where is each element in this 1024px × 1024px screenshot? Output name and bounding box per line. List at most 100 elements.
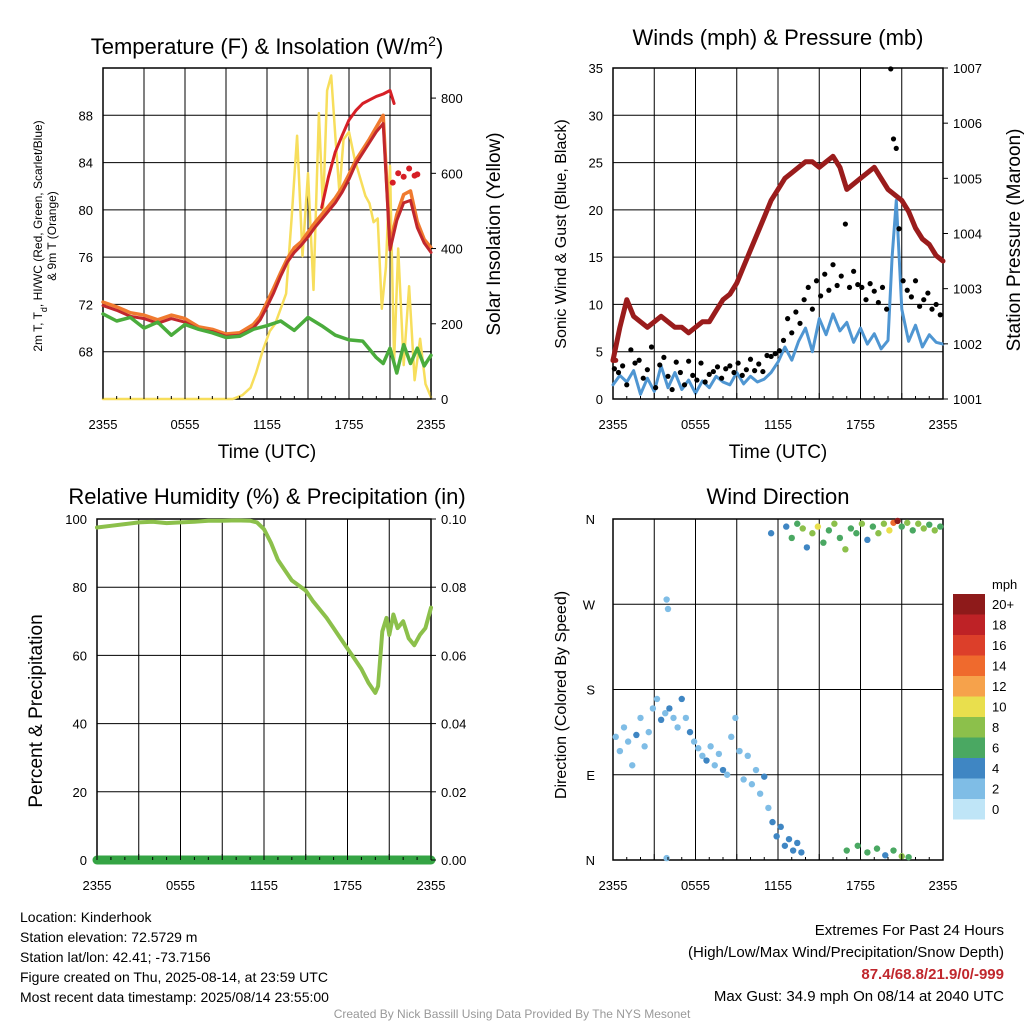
y-tick-label: W (583, 597, 596, 612)
gust-point (780, 337, 787, 343)
temperature-x-label: Time (UTC) (218, 442, 317, 463)
y2-tick-label: 600 (441, 166, 463, 181)
gust-point (714, 364, 721, 370)
x-tick-label: 0555 (681, 417, 710, 432)
gust-point (818, 293, 824, 299)
legend-swatch (953, 696, 985, 717)
legend-label: 14 (992, 659, 1006, 674)
direction-point (653, 695, 661, 703)
gust-point (653, 385, 659, 391)
gust-point (772, 351, 778, 357)
y-tick-label: 30 (589, 108, 603, 123)
humidity-ticks: 2355 0555 1155 1755 2355 0 20 40 60 80 100 0.00 0.02… (65, 512, 466, 893)
legend-swatch (953, 676, 985, 697)
direction-point (798, 849, 805, 856)
station-location: Location: Kinderhook (20, 909, 152, 925)
gust-point (752, 368, 758, 374)
gust-point (747, 356, 754, 362)
direction-point (820, 539, 827, 546)
direction-point (920, 525, 927, 532)
direction-point (748, 781, 756, 788)
x-tick-label: 1755 (846, 417, 875, 432)
gust-point (690, 372, 696, 378)
legend-label: 8 (992, 720, 999, 735)
gust-point (912, 278, 919, 284)
gust-point (702, 379, 708, 385)
direction-point (629, 762, 636, 769)
humidity-y-label: Percent & Precipitation (26, 614, 47, 807)
gust-point (921, 297, 927, 303)
x-tick-label: 0555 (166, 878, 195, 893)
y2-tick-label: 1003 (953, 282, 982, 297)
x-tick-label: 2355 (929, 417, 958, 432)
gust-point (871, 288, 877, 294)
gust-point (698, 360, 704, 366)
direction-point (740, 776, 747, 783)
direction-point (765, 804, 772, 812)
direction-point (769, 818, 776, 826)
gust-point (611, 366, 617, 372)
direction-point (894, 517, 901, 525)
extremes-values: 87.4/68.8/21.9/0/-999 (861, 966, 1004, 983)
gust-point (805, 284, 811, 291)
x-tick-label: 1755 (333, 878, 362, 893)
y2-tick-label: 0.06 (441, 648, 466, 663)
gust-point (925, 290, 931, 296)
y2-tick-label: 0.02 (441, 785, 466, 800)
legend-title: mph (992, 577, 1017, 592)
direction-point (678, 695, 685, 703)
direction-point (915, 520, 922, 527)
direction-point (875, 530, 882, 537)
gust-point (888, 66, 894, 72)
gust-point (797, 320, 803, 326)
temperature-grid (103, 68, 431, 399)
direction-point (814, 523, 822, 530)
y2-tick-label: 1002 (953, 337, 982, 352)
direction-point (886, 527, 893, 534)
direction-point (624, 738, 632, 745)
gust-point (620, 363, 626, 369)
gust-point (719, 375, 725, 381)
direction-point (869, 523, 877, 530)
x-tick-label: 2355 (83, 878, 112, 893)
direction-point (663, 596, 670, 603)
wind-series (610, 66, 946, 396)
x-tick-label: 2355 (89, 417, 118, 432)
direction-point (767, 530, 775, 537)
gust-point (615, 369, 622, 376)
gust-point (657, 362, 663, 368)
gust-point (801, 297, 807, 303)
temperature-ticks: 2355 0555 1155 1755 2355 68 72 76 80 84 88 0 200 400 6… (79, 91, 463, 432)
gust-point (739, 372, 745, 378)
y-tick-label: N (586, 512, 595, 527)
extremes-info: Extremes For Past 24 Hours (High/Low/Max… (688, 920, 1004, 1008)
direction-point (620, 724, 628, 731)
y-tick-label: 15 (589, 250, 603, 265)
gust-point (681, 382, 688, 388)
direction-point (898, 523, 905, 530)
y-tick-label: 84 (79, 156, 93, 171)
gust-point (879, 284, 886, 291)
y2-tick-label: 0.08 (441, 580, 466, 595)
station-latlon: Station lat/lon: 42.41; -73.7156 (20, 949, 211, 965)
direction-point (931, 527, 938, 534)
x-tick-label: 0555 (681, 878, 710, 893)
x-tick-label: 2355 (929, 878, 958, 893)
legend-swatch (953, 717, 985, 738)
y-tick-label: 60 (73, 648, 87, 663)
gust-point (929, 306, 935, 312)
direction-ticks: 2355 0555 1155 1755 2355 N E S W N (583, 512, 958, 893)
y2-tick-label: 800 (441, 91, 463, 106)
legend-label: 0 (992, 802, 999, 817)
y-tick-label: 40 (73, 717, 87, 732)
gust-point (855, 281, 861, 288)
direction-point (695, 745, 702, 752)
y-tick-label: S (586, 683, 595, 698)
humidity-grid (97, 519, 431, 860)
direction-point (719, 766, 727, 774)
y-tick-label: 10 (589, 297, 603, 312)
direction-point (909, 527, 916, 534)
direction-grid (613, 519, 943, 860)
direction-point (612, 733, 619, 741)
